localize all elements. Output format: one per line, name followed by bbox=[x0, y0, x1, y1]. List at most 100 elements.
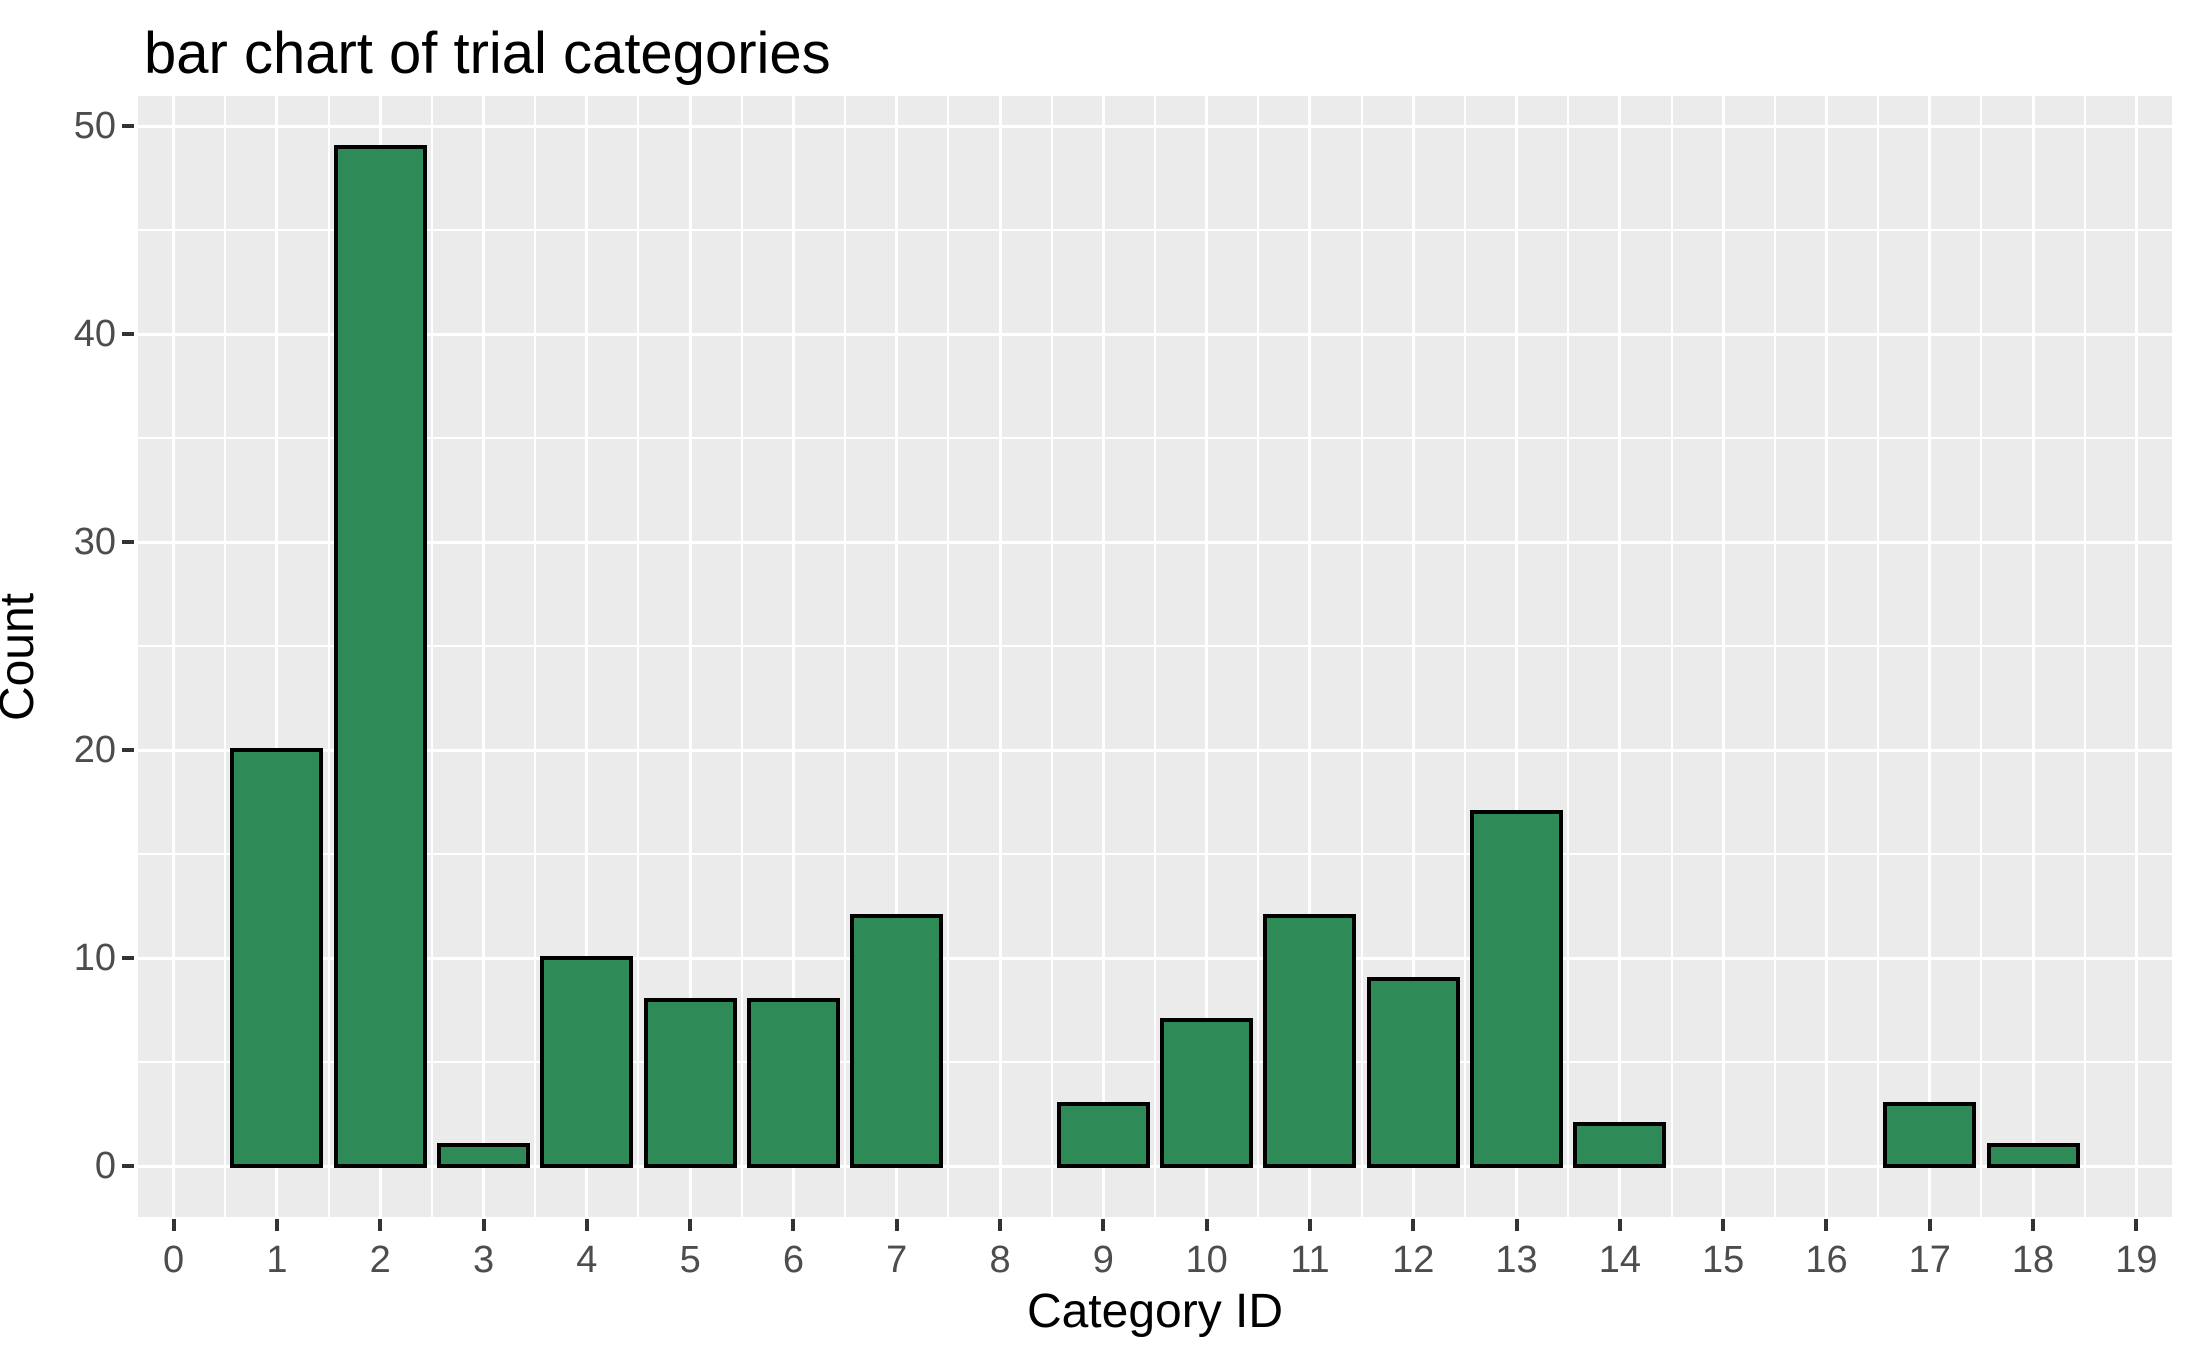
bar-category-13 bbox=[1470, 810, 1564, 1169]
x-major-gridline bbox=[275, 96, 279, 1217]
x-minor-gridline bbox=[1154, 96, 1156, 1217]
x-minor-gridline bbox=[1773, 96, 1776, 1217]
y-major-gridline bbox=[138, 540, 2172, 544]
x-minor-gridline bbox=[1980, 96, 1983, 1217]
x-major-gridline bbox=[1721, 96, 1725, 1217]
x-minor-gridline bbox=[947, 96, 950, 1217]
x-tick-mark bbox=[171, 1219, 176, 1231]
x-tick-label: 18 bbox=[2011, 1239, 2055, 1281]
x-tick-mark bbox=[791, 1219, 796, 1231]
x-tick-mark bbox=[1204, 1219, 1209, 1231]
x-minor-gridline bbox=[1257, 96, 1260, 1217]
x-major-gridline bbox=[688, 96, 692, 1217]
y-tick-mark bbox=[122, 956, 134, 961]
y-tick-mark bbox=[122, 540, 134, 545]
y-major-gridline bbox=[138, 332, 2172, 336]
y-tick-label: 30 bbox=[73, 521, 116, 564]
x-minor-gridline bbox=[224, 96, 227, 1217]
y-major-gridline bbox=[138, 1164, 2172, 1168]
x-minor-gridline bbox=[1670, 96, 1673, 1217]
x-tick-label: 2 bbox=[369, 1239, 391, 1281]
x-major-gridline bbox=[895, 96, 899, 1217]
bar-category-6 bbox=[746, 997, 840, 1169]
x-tick-mark bbox=[1514, 1219, 1519, 1231]
x-tick-mark bbox=[894, 1219, 899, 1231]
y-major-gridline bbox=[138, 748, 2172, 752]
plot-panel bbox=[138, 96, 2172, 1217]
bar-category-1 bbox=[230, 748, 324, 1169]
x-tick-mark bbox=[2031, 1219, 2036, 1231]
x-tick-mark bbox=[1721, 1219, 1726, 1231]
x-major-gridline bbox=[1101, 96, 1105, 1217]
x-tick-label: 13 bbox=[1495, 1239, 1538, 1281]
x-tick-label: 14 bbox=[1598, 1239, 1641, 1281]
bar-category-14 bbox=[1573, 1122, 1667, 1169]
x-major-gridline bbox=[2031, 96, 2035, 1217]
x-minor-gridline bbox=[1463, 96, 1466, 1217]
x-minor-gridline bbox=[1360, 96, 1363, 1217]
x-minor-gridline bbox=[844, 96, 847, 1217]
x-major-gridline bbox=[998, 96, 1002, 1217]
x-tick-mark bbox=[481, 1219, 486, 1231]
bar-category-12 bbox=[1366, 976, 1460, 1169]
y-tick-label: 50 bbox=[73, 105, 116, 148]
x-minor-gridline bbox=[1877, 96, 1880, 1217]
x-tick-mark bbox=[378, 1219, 383, 1231]
x-tick-mark bbox=[2134, 1219, 2139, 1231]
x-tick-mark bbox=[688, 1219, 693, 1231]
x-tick-label: 1 bbox=[266, 1239, 288, 1281]
x-tick-mark bbox=[1307, 1219, 1312, 1231]
x-major-gridline bbox=[1411, 96, 1415, 1217]
y-tick-mark bbox=[122, 748, 134, 753]
bar-category-9 bbox=[1056, 1101, 1150, 1169]
x-tick-mark bbox=[998, 1219, 1003, 1231]
x-tick-label: 0 bbox=[163, 1239, 185, 1281]
x-tick-label: 5 bbox=[679, 1239, 701, 1281]
x-tick-mark bbox=[1927, 1219, 1932, 1231]
y-tick-mark bbox=[122, 124, 134, 129]
x-tick-label: 15 bbox=[1702, 1239, 1745, 1281]
x-minor-gridline bbox=[1050, 96, 1053, 1217]
bar-category-4 bbox=[540, 956, 634, 1169]
bar-category-17 bbox=[1883, 1101, 1977, 1169]
y-major-gridline bbox=[138, 124, 2172, 128]
y-tick-label: 20 bbox=[73, 729, 116, 772]
x-major-gridline bbox=[585, 96, 589, 1217]
x-major-gridline bbox=[791, 96, 795, 1217]
bar-category-2 bbox=[333, 144, 427, 1169]
x-tick-mark bbox=[1824, 1219, 1829, 1231]
x-tick-label: 12 bbox=[1392, 1239, 1435, 1281]
bar-category-10 bbox=[1160, 1018, 1254, 1169]
x-minor-gridline bbox=[327, 96, 330, 1217]
x-tick-label: 16 bbox=[1805, 1239, 1848, 1281]
x-major-gridline bbox=[482, 96, 486, 1217]
x-tick-label: 7 bbox=[886, 1239, 908, 1281]
x-tick-label: 8 bbox=[989, 1239, 1011, 1281]
y-tick-label: 10 bbox=[73, 937, 116, 980]
bar-category-11 bbox=[1263, 914, 1357, 1169]
bar-category-7 bbox=[850, 914, 944, 1169]
x-major-gridline bbox=[1928, 96, 1932, 1217]
x-tick-label: 10 bbox=[1185, 1239, 1228, 1281]
y-tick-mark bbox=[122, 1164, 134, 1169]
x-major-gridline bbox=[1618, 96, 1622, 1217]
x-minor-gridline bbox=[534, 96, 537, 1217]
y-tick-label: 0 bbox=[94, 1145, 116, 1188]
x-major-gridline bbox=[172, 96, 176, 1217]
x-tick-label: 11 bbox=[1290, 1239, 1330, 1281]
x-major-gridline bbox=[1824, 96, 1828, 1217]
x-tick-mark bbox=[1101, 1219, 1106, 1231]
x-major-gridline bbox=[1515, 96, 1519, 1217]
x-major-gridline bbox=[2134, 96, 2138, 1217]
x-tick-label: 17 bbox=[1908, 1239, 1951, 1281]
y-tick-mark bbox=[122, 332, 134, 337]
x-tick-label: 6 bbox=[782, 1239, 805, 1281]
x-tick-mark bbox=[274, 1219, 279, 1231]
y-axis-title: Count bbox=[0, 592, 44, 721]
x-major-gridline bbox=[1308, 96, 1312, 1217]
x-minor-gridline bbox=[1567, 96, 1570, 1217]
x-tick-mark bbox=[1411, 1219, 1416, 1231]
x-tick-label: 4 bbox=[576, 1239, 598, 1281]
x-minor-gridline bbox=[430, 96, 433, 1217]
x-tick-mark bbox=[1617, 1219, 1622, 1231]
